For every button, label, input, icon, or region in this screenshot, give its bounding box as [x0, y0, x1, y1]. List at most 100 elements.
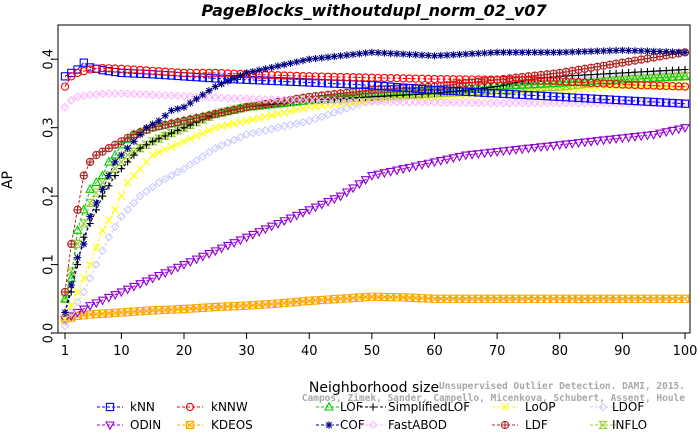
data-point-fastabod	[505, 98, 515, 108]
legend-label: LDF	[525, 418, 548, 432]
data-point-fastabod	[304, 95, 314, 105]
data-point-fastabod	[317, 96, 327, 105]
data-point-ldf	[105, 144, 113, 152]
data-point-ldf	[61, 288, 69, 296]
data-point-ldf	[568, 66, 577, 76]
data-point-knn	[668, 98, 677, 108]
data-point-knnw	[60, 82, 70, 91]
data-point-cof	[86, 213, 94, 221]
data-point-ldof	[304, 116, 314, 126]
data-point-simplifiedlof	[418, 90, 426, 98]
data-point-ldf	[123, 133, 132, 143]
data-point-cof	[249, 67, 257, 76]
series-ldof	[60, 68, 690, 331]
series-cof	[61, 46, 689, 317]
data-point-odin	[404, 163, 415, 173]
data-point-loop	[217, 122, 226, 131]
data-point-cof	[612, 46, 620, 55]
data-point-odin	[304, 206, 315, 216]
data-point-ldf	[611, 59, 621, 68]
data-point-odin	[204, 250, 214, 259]
data-point-loop	[236, 118, 245, 127]
data-point-ldf	[60, 287, 70, 297]
y-tick-label: 0.2	[42, 186, 57, 207]
data-point-odin	[241, 233, 252, 243]
data-point-fastabod	[386, 97, 396, 107]
data-point-lof	[72, 225, 83, 234]
data-point-loop	[211, 123, 220, 132]
data-point-knnw	[161, 67, 170, 76]
data-point-knnw	[411, 74, 420, 83]
data-point-knn	[298, 78, 308, 87]
data-point-cof	[299, 56, 307, 65]
data-point-simplifiedlof	[675, 66, 683, 74]
data-point-odin	[348, 184, 359, 194]
data-point-simplifiedlof	[374, 92, 382, 101]
data-point-cof	[205, 87, 213, 95]
data-point-cof	[405, 50, 414, 59]
data-point-cof	[418, 51, 426, 59]
data-point-knn	[117, 68, 126, 78]
data-point-knnw	[330, 72, 339, 82]
x-tick-label: 30	[238, 344, 255, 359]
data-point-knnw	[630, 80, 640, 90]
data-point-odin	[141, 277, 152, 287]
data-point-loop	[67, 301, 76, 310]
data-point-fastabod	[499, 98, 508, 108]
data-point-fastabod	[473, 98, 483, 108]
data-point-simplifiedlof	[98, 192, 107, 200]
data-point-knn	[286, 77, 295, 86]
data-point-knnw	[486, 75, 496, 84]
data-point-simplifiedlof	[637, 68, 645, 76]
data-point-odin	[542, 142, 553, 152]
data-point-knn	[73, 65, 82, 74]
data-point-cof	[368, 48, 376, 56]
data-point-cof	[681, 48, 689, 56]
data-point-ldof	[148, 182, 158, 192]
data-point-knnw	[392, 74, 402, 83]
data-point-fastabod	[430, 97, 439, 107]
data-point-knnw	[555, 76, 564, 86]
data-point-ldf	[110, 140, 120, 149]
series-knn	[60, 58, 690, 108]
data-point-knnw	[98, 63, 107, 73]
data-point-lof	[667, 71, 678, 81]
data-point-ldof	[167, 171, 176, 180]
data-point-knn	[624, 96, 633, 105]
data-point-lof	[680, 71, 690, 80]
data-point-knnw	[223, 69, 232, 78]
data-point-lof	[623, 74, 634, 83]
data-point-cof	[155, 117, 163, 125]
data-point-cof	[186, 99, 194, 107]
data-point-cof	[61, 308, 69, 317]
data-point-fastabod	[154, 90, 164, 100]
data-point-cof	[468, 50, 476, 58]
data-point-cof	[637, 47, 645, 55]
data-point-knn	[568, 93, 577, 102]
data-point-ldf	[298, 93, 308, 103]
data-point-inflo	[122, 150, 133, 160]
data-point-knnw	[417, 74, 427, 83]
data-point-odin	[467, 150, 478, 160]
data-point-inflo	[78, 219, 89, 228]
data-point-loop	[186, 134, 195, 143]
data-point-lof	[510, 80, 521, 90]
data-point-ldf	[79, 171, 88, 180]
data-point-simplifiedlof	[124, 158, 132, 166]
data-point-ldf	[117, 137, 125, 145]
data-point-cof	[556, 48, 564, 56]
data-point-cof	[280, 61, 288, 69]
data-point-cof	[311, 54, 320, 63]
data-point-fastabod	[373, 97, 383, 107]
data-point-fastabod	[530, 98, 540, 108]
data-point-odin	[460, 151, 471, 161]
data-point-ldof	[204, 147, 214, 157]
data-point-ldof	[91, 260, 101, 269]
data-point-knn	[474, 88, 483, 97]
data-point-simplifiedlof	[136, 144, 144, 152]
data-point-simplifiedlof	[73, 260, 82, 269]
data-point-knnw	[549, 76, 558, 86]
data-point-fastabod	[242, 94, 251, 104]
data-point-knnw	[643, 81, 652, 90]
data-point-knnw	[123, 65, 132, 74]
